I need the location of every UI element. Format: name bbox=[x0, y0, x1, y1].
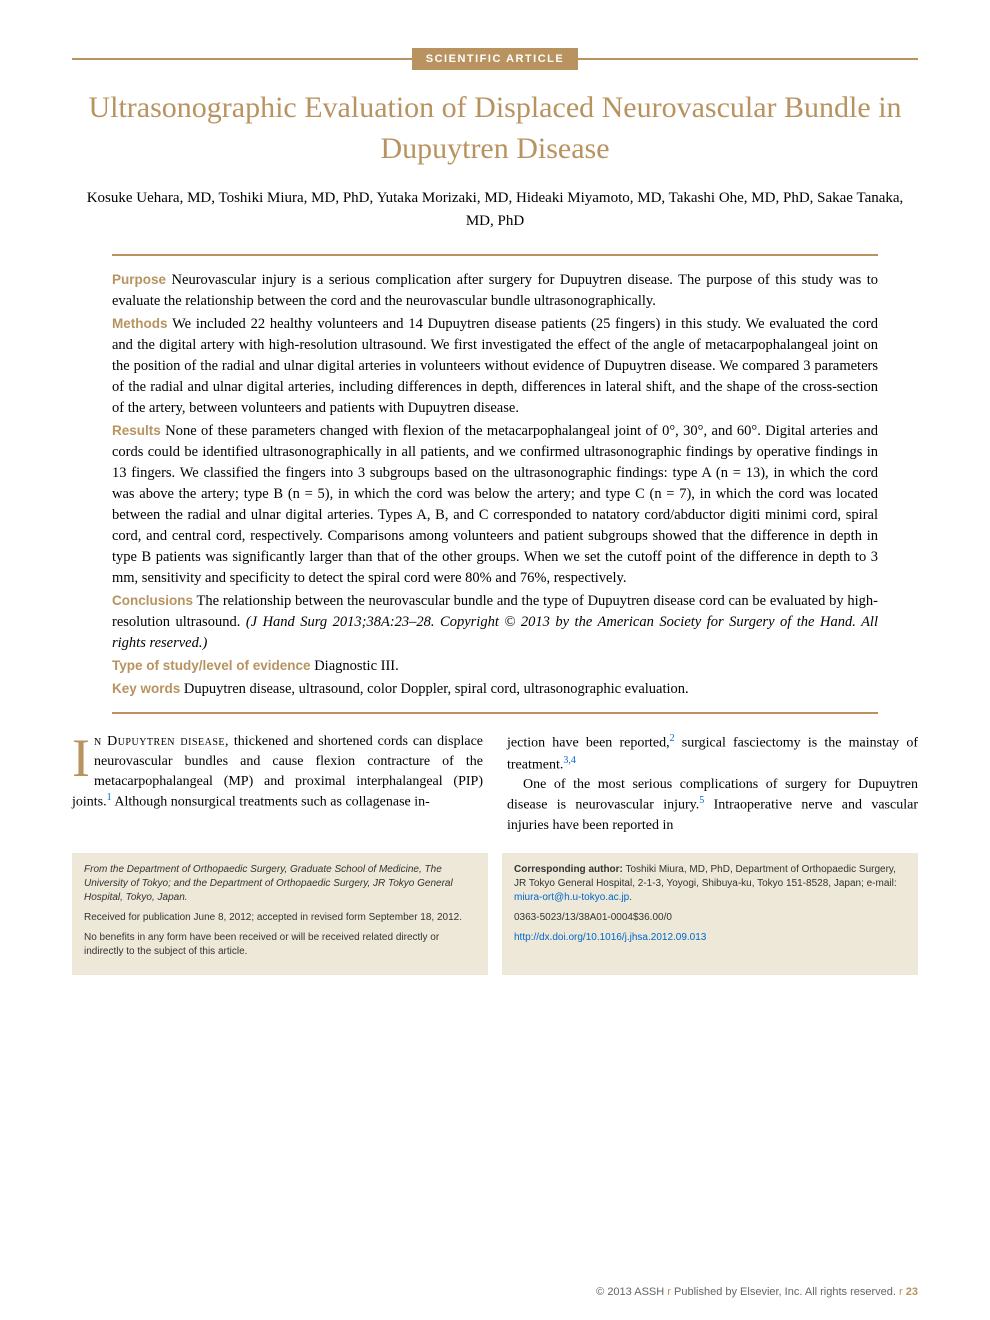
column-left: In Dupuytren disease, thickened and shor… bbox=[72, 732, 483, 835]
col2-text-1a: jection have been reported, bbox=[507, 736, 670, 751]
header-rule-container: SCIENTIFIC ARTICLE bbox=[72, 48, 918, 70]
ref-3-4[interactable]: 3,4 bbox=[563, 755, 576, 766]
page-footer: © 2013 ASSH r Published by Elsevier, Inc… bbox=[596, 1286, 918, 1298]
keywords-label: Key words bbox=[112, 681, 180, 696]
diamond-separator-2: r bbox=[899, 1286, 906, 1298]
copyright-text: © 2013 ASSH bbox=[596, 1286, 664, 1298]
affiliation-text: From the Department of Orthopaedic Surge… bbox=[84, 863, 476, 905]
corr-email-link[interactable]: miura-ort@h.u-tokyo.ac.jp bbox=[514, 892, 629, 903]
rule-right bbox=[578, 58, 918, 60]
abstract-study-type: Type of study/level of evidence Diagnost… bbox=[112, 656, 878, 677]
purpose-label: Purpose bbox=[112, 272, 166, 287]
abstract-results: Results None of these parameters changed… bbox=[112, 421, 878, 589]
intro-paragraph-1: In Dupuytren disease, thickened and shor… bbox=[72, 732, 483, 812]
abstract-keywords: Key words Dupuytren disease, ultrasound,… bbox=[112, 679, 878, 700]
doi-link[interactable]: http://dx.doi.org/10.1016/j.jhsa.2012.09… bbox=[514, 932, 706, 943]
results-text: None of these parameters changed with fl… bbox=[112, 423, 878, 586]
conclusions-label: Conclusions bbox=[112, 593, 193, 608]
methods-label: Methods bbox=[112, 316, 168, 331]
corr-label: Corresponding author: bbox=[514, 864, 623, 875]
footer-info-boxes: From the Department of Orthopaedic Surge… bbox=[72, 853, 918, 975]
study-type-text: Diagnostic III. bbox=[314, 658, 399, 674]
article-title: Ultrasonographic Evaluation of Displaced… bbox=[72, 88, 918, 169]
doi-line: http://dx.doi.org/10.1016/j.jhsa.2012.09… bbox=[514, 931, 906, 945]
abstract-block: Purpose Neurovascular injury is a seriou… bbox=[112, 270, 878, 700]
corresponding-author: Corresponding author: Toshiki Miura, MD,… bbox=[514, 863, 906, 905]
results-label: Results bbox=[112, 423, 161, 438]
benefits-text: No benefits in any form have been receiv… bbox=[84, 931, 476, 959]
study-type-label: Type of study/level of evidence bbox=[112, 658, 311, 673]
issn-text: 0363-5023/13/38A01-0004$36.00/0 bbox=[514, 911, 906, 925]
intro-text-tail: Although nonsurgical treatments such as … bbox=[112, 795, 430, 810]
intro-paragraph-2: One of the most serious complications of… bbox=[507, 775, 918, 835]
intro-paragraph-1-cont: jection have been reported,2 surgical fa… bbox=[507, 732, 918, 775]
body-columns: In Dupuytren disease, thickened and shor… bbox=[72, 732, 918, 835]
purpose-text: Neurovascular injury is a serious compli… bbox=[112, 272, 878, 309]
received-text: Received for publication June 8, 2012; a… bbox=[84, 911, 476, 925]
column-right: jection have been reported,2 surgical fa… bbox=[507, 732, 918, 835]
abstract-purpose: Purpose Neurovascular injury is a seriou… bbox=[112, 270, 878, 312]
intro-smallcaps: n Dupuytren disease, bbox=[94, 734, 229, 749]
abstract-bottom-rule bbox=[112, 712, 878, 714]
abstract-conclusions: Conclusions The relationship between the… bbox=[112, 591, 878, 654]
methods-text: We included 22 healthy volunteers and 14… bbox=[112, 316, 878, 416]
footer-box-right: Corresponding author: Toshiki Miura, MD,… bbox=[502, 853, 918, 975]
author-list: Kosuke Uehara, MD, Toshiki Miura, MD, Ph… bbox=[72, 187, 918, 232]
abstract-methods: Methods We included 22 healthy volunteer… bbox=[112, 314, 878, 419]
rule-left bbox=[72, 58, 412, 60]
footer-box-left: From the Department of Orthopaedic Surge… bbox=[72, 853, 488, 975]
diamond-separator: r bbox=[667, 1286, 674, 1298]
page-number: 23 bbox=[906, 1286, 918, 1298]
article-type-badge: SCIENTIFIC ARTICLE bbox=[412, 48, 578, 70]
keywords-text: Dupuytren disease, ultrasound, color Dop… bbox=[184, 681, 689, 697]
publisher-text: Published by Elsevier, Inc. All rights r… bbox=[674, 1286, 896, 1298]
abstract-top-rule bbox=[112, 254, 878, 256]
dropcap: I bbox=[72, 732, 94, 782]
